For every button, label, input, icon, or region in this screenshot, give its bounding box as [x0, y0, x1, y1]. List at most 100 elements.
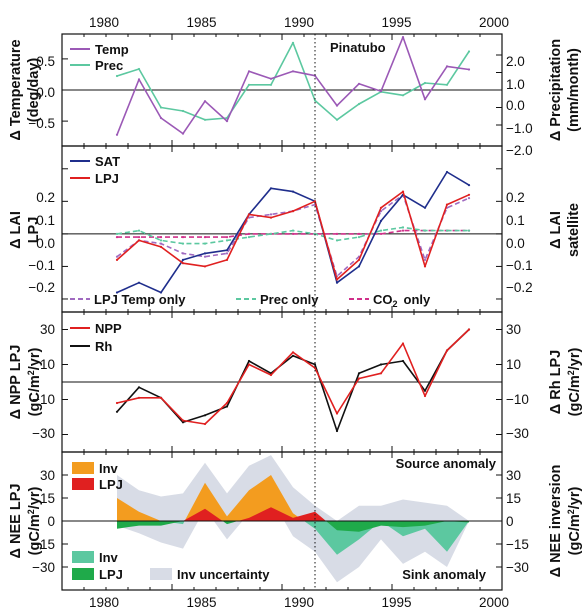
- legend-swatch-lpj-source: [72, 478, 94, 490]
- unit-suffix: /yr): [567, 486, 583, 509]
- y2-ticks: −0.2 −0.1 0.0 0.1 0.2: [506, 190, 533, 295]
- legend-label-inv-source: Inv: [99, 461, 119, 476]
- sat-line-point: [269, 187, 273, 190]
- temp-line-point: [423, 98, 427, 101]
- temp-only-line-point: [269, 213, 273, 216]
- legend-label-co2-only-word: only: [404, 292, 431, 307]
- legend-label-lpj-sink: LPJ: [99, 567, 123, 582]
- prec-only-line-point: [379, 229, 383, 232]
- unit-suffix: /yr): [27, 347, 43, 370]
- y-tick-label: −0.5: [28, 116, 55, 131]
- prec-line-point: [357, 102, 361, 106]
- y-tick-label: 15: [40, 491, 55, 506]
- temp-line-point: [115, 133, 119, 136]
- temp-line-point: [203, 100, 207, 103]
- prec-only-line-point: [159, 239, 163, 242]
- npp-line-point: [313, 366, 317, 370]
- y2-tick-label: −1.0: [506, 121, 533, 136]
- co2-only-line-point: [225, 236, 229, 239]
- temp-line-point: [445, 65, 449, 68]
- legend-label-temp-only: LPJ Temp only: [94, 292, 186, 307]
- unit-superscript: 2: [26, 509, 36, 514]
- prec-only-line-point: [401, 226, 405, 229]
- y-tick-label: 0.0: [36, 236, 55, 251]
- legend-swatch-uncertainty: [150, 568, 172, 580]
- sat-line-point: [379, 219, 383, 222]
- prec-line-point: [313, 99, 317, 102]
- unit-superscript: 2: [26, 370, 36, 375]
- temp-line-point: [269, 77, 273, 80]
- prec-only-line-point: [423, 229, 427, 232]
- y-tick-label: −0.1: [28, 258, 55, 273]
- legend-source: Inv LPJ: [72, 461, 123, 492]
- sat-line-point: [291, 190, 295, 193]
- y2-tick-label: −30: [506, 426, 529, 441]
- legend-label-prec: Prec: [95, 58, 123, 73]
- rh-line: [116, 328, 470, 432]
- plot-area: [61, 146, 503, 312]
- y-tick-label: −15: [32, 537, 55, 552]
- y-tick-label: −10: [32, 392, 55, 407]
- y2-tick-label: 1.0: [506, 77, 525, 92]
- plot-area: [61, 312, 503, 452]
- top-x-tick-label: 1995: [381, 15, 411, 30]
- lpj-line-point: [181, 262, 185, 265]
- y2-tick-label: −0.2: [506, 280, 533, 295]
- rh-line-point: [291, 354, 295, 357]
- npp-line-point: [401, 342, 405, 345]
- lpj-line-point: [225, 258, 229, 261]
- y2-axis-label-unit: (mm/month): [566, 48, 582, 132]
- legend-label-uncertainty: Inv uncertainty: [177, 567, 270, 582]
- panel-temperature-precipitation: Δ Temperature (deg/day) Δ Precipitation …: [8, 33, 582, 158]
- rh-line-point: [203, 414, 207, 417]
- co2-only-line-point: [203, 236, 207, 239]
- prec-line-point: [159, 106, 163, 109]
- legend-label-co2-only: CO2 only: [373, 292, 431, 309]
- legend-swatch-inv-sink: [72, 551, 94, 563]
- y-tick-label: −30: [32, 560, 55, 575]
- panel-nee: Δ NEE LPJ (gC/m2/yr) Δ NEE inversion (gC…: [8, 451, 583, 591]
- y-axis-label-unit: (gC/m2/yr): [26, 347, 43, 416]
- prec-only-line-point: [225, 239, 229, 242]
- lpj-line-point: [423, 265, 427, 268]
- prec-line-point: [335, 118, 339, 121]
- rh-line-point: [313, 363, 317, 366]
- rh-line-point: [225, 405, 229, 408]
- npp-line-point: [181, 419, 185, 422]
- legend-label-inv-sink: Inv: [99, 550, 119, 565]
- rh-line-point: [379, 363, 383, 366]
- temp-line-point: [247, 70, 251, 73]
- lpj-line-point: [291, 210, 295, 213]
- legend-label-prec-only: Prec only: [260, 292, 319, 307]
- legend-label-npp: NPP: [95, 321, 122, 336]
- sat-line-point: [115, 291, 119, 294]
- rh-line-point: [357, 372, 361, 375]
- prec-only-line-point: [313, 232, 317, 235]
- y2-ticks: −30 −15 0 15 30: [506, 468, 529, 575]
- rh-line-point: [181, 421, 185, 424]
- y2-axis-label-unit: (gC/m2/yr): [566, 347, 583, 416]
- unit-suffix: /yr): [567, 347, 583, 370]
- y2-axis-label-unit: satellite: [566, 203, 582, 257]
- top-x-tick-label: 1980: [89, 15, 119, 30]
- npp-line-point: [291, 351, 295, 354]
- temp-line-point: [181, 132, 185, 135]
- npp-line-point: [159, 396, 163, 399]
- legend-label-rh: Rh: [95, 339, 112, 354]
- plot-area: [61, 452, 503, 590]
- prec-only-line-point: [269, 232, 273, 235]
- unit-superscript: 2: [566, 370, 576, 375]
- temp-line-point: [137, 78, 141, 81]
- temp-line-point: [467, 68, 471, 71]
- prec-line-point: [467, 50, 471, 53]
- temp-line-point: [401, 36, 405, 39]
- npp-line-point: [137, 396, 141, 399]
- sink-anomaly-label: Sink anomaly: [402, 567, 487, 582]
- y2-tick-label: 15: [506, 491, 521, 506]
- unit-prefix: (gC/m: [567, 375, 583, 416]
- prec-line-point: [269, 83, 273, 86]
- bottom-x-tick-label: 1985: [186, 595, 216, 610]
- lpj-line-point: [269, 216, 273, 219]
- y-tick-label: 10: [40, 357, 55, 372]
